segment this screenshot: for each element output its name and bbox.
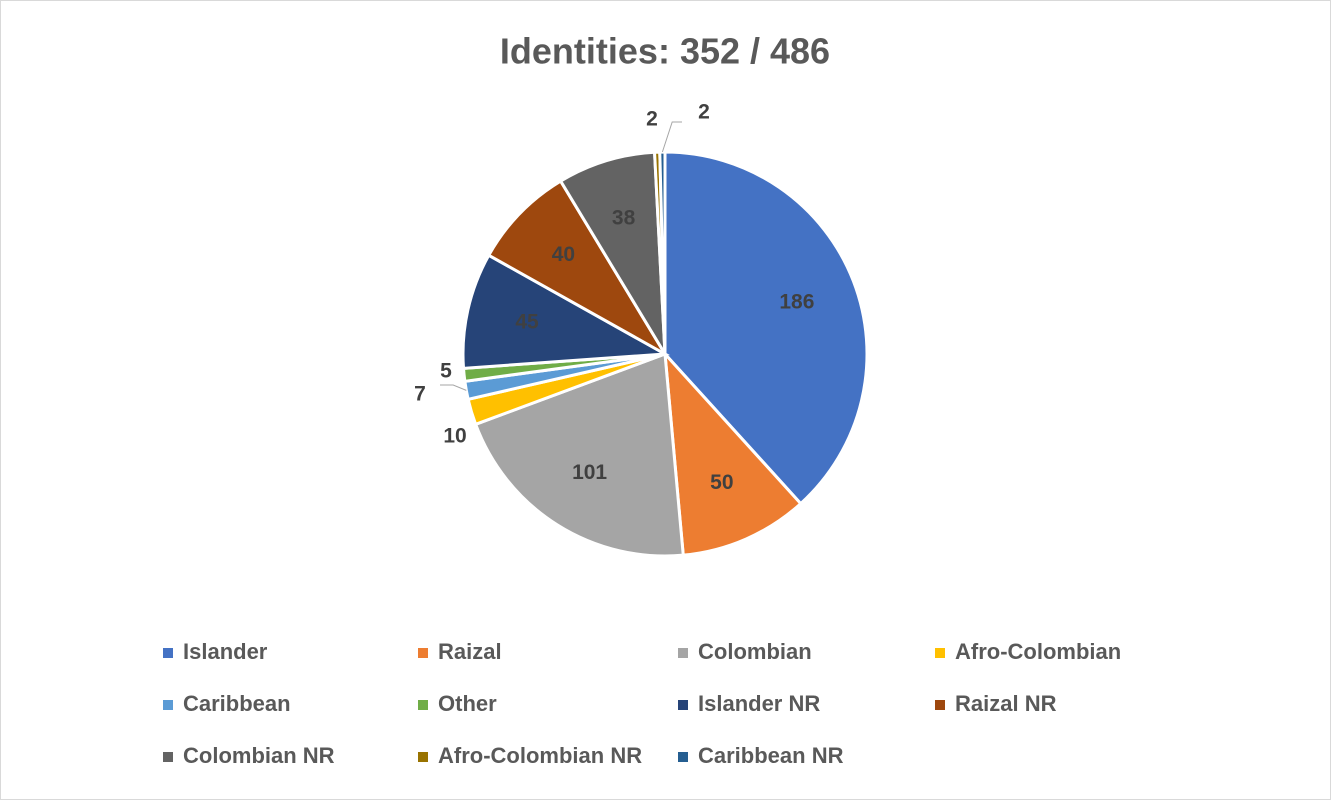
leader-line	[661, 121, 682, 153]
legend-swatch	[678, 700, 688, 710]
data-label: 101	[572, 461, 607, 484]
legend-label: Islander	[183, 639, 268, 664]
data-label: 2	[646, 108, 658, 131]
legend-label: Caribbean	[183, 691, 291, 716]
data-label: 5	[440, 360, 452, 383]
legend-label: Islander NR	[698, 691, 820, 716]
legend-swatch	[418, 648, 428, 658]
pie-slice	[663, 349, 803, 557]
legend-swatch	[163, 648, 173, 658]
pie-slice	[663, 150, 869, 506]
legend-label: Afro-Colombian NR	[438, 743, 642, 768]
legend-label: Other	[438, 691, 497, 716]
legend-label: Colombian NR	[183, 743, 335, 768]
legend-swatch	[678, 752, 688, 762]
pie-slice	[461, 253, 671, 370]
legend-swatch	[163, 700, 173, 710]
legend-label: Raizal	[438, 639, 502, 664]
legend-swatch	[935, 700, 945, 710]
data-label: 45	[515, 311, 539, 334]
legend-label: Afro-Colombian	[955, 639, 1121, 664]
legend-swatch	[935, 648, 945, 658]
legend-swatch	[418, 752, 428, 762]
legend-swatch	[418, 700, 428, 710]
legend-swatch	[678, 648, 688, 658]
data-label: 40	[552, 243, 575, 266]
data-label: 10	[443, 425, 466, 448]
pie-slice	[658, 150, 667, 355]
data-label: 2	[698, 101, 710, 124]
legend-swatch	[163, 752, 173, 762]
legend-label: Raizal NR	[955, 691, 1057, 716]
chart-title: Identities: 352 / 486	[500, 31, 830, 72]
legend-label: Colombian	[698, 639, 812, 664]
data-label: 38	[612, 206, 636, 229]
pie-slice	[486, 178, 670, 359]
pie-slice	[473, 351, 685, 558]
pie-slice	[558, 150, 667, 355]
leader-line	[440, 384, 467, 391]
data-label: 50	[710, 471, 733, 494]
data-label: 186	[779, 291, 814, 314]
data-label: 7	[414, 383, 426, 406]
legend-label: Caribbean NR	[698, 743, 844, 768]
